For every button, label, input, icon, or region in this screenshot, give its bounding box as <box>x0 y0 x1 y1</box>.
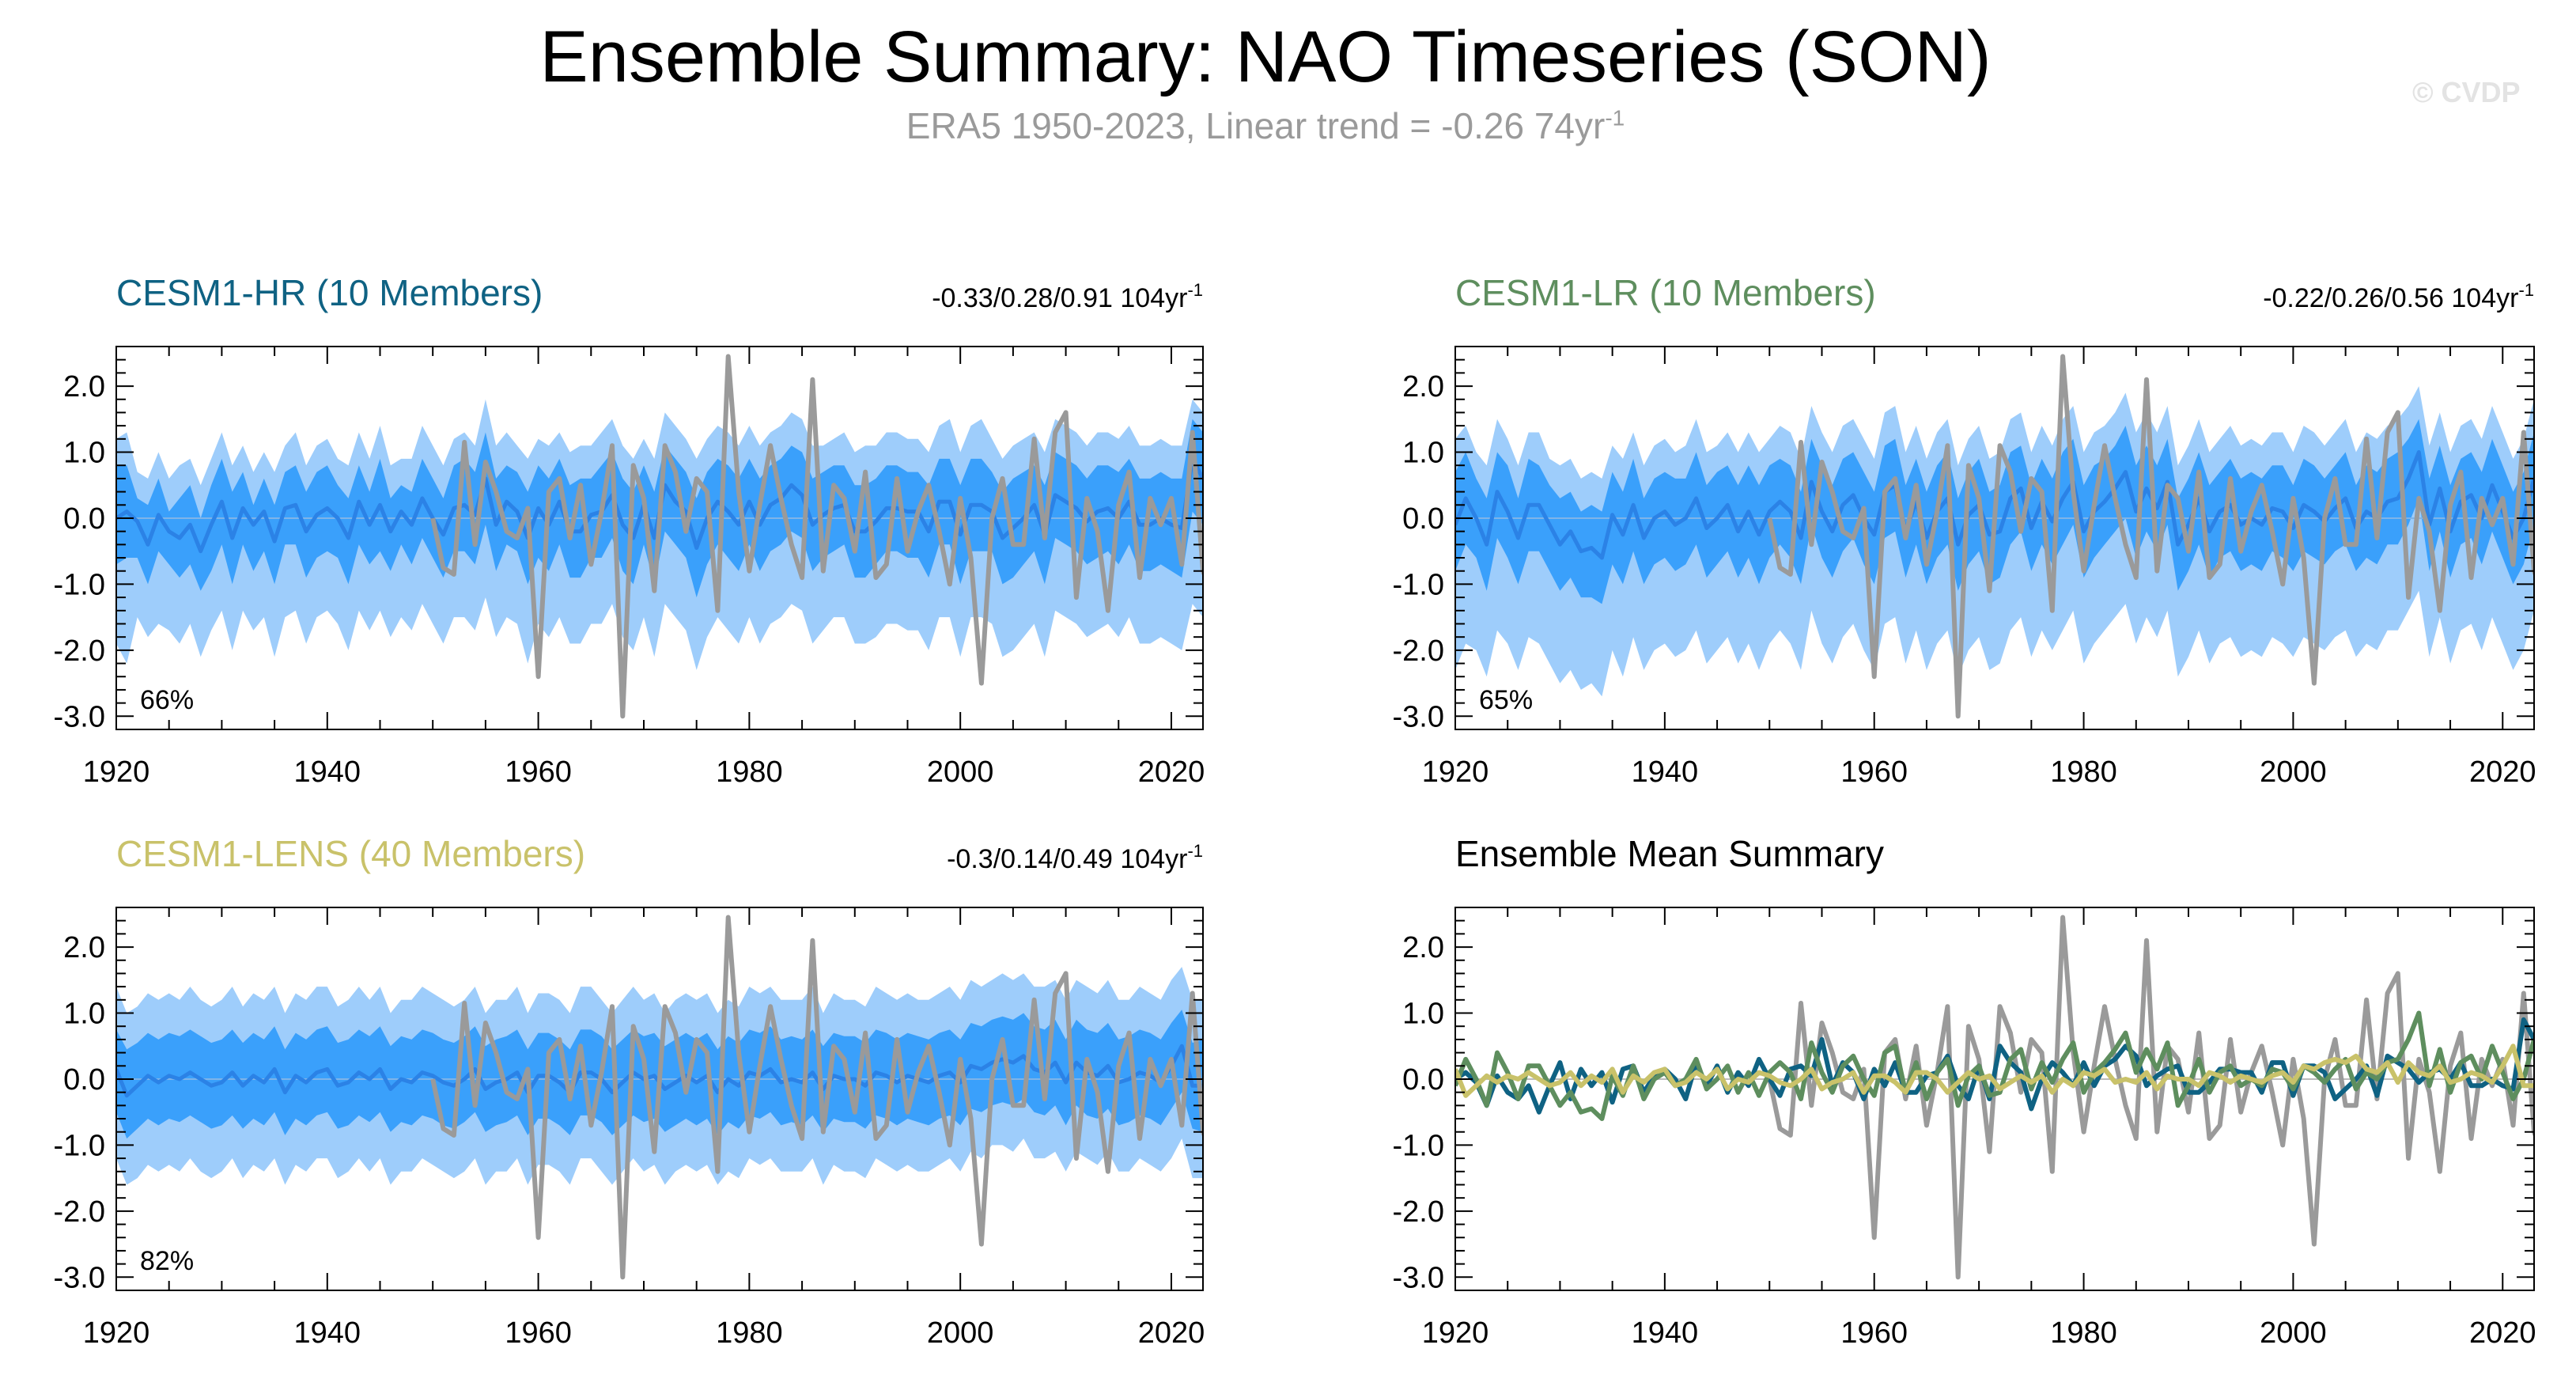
x-tick-label: 2000 <box>927 1316 994 1350</box>
x-tick-label: 1980 <box>2050 756 2117 789</box>
panel-stat-text: -0.22/0.26/0.56 104yr <box>2263 283 2518 313</box>
x-tick-label: 1940 <box>294 1316 361 1350</box>
panel-pct-label: 82% <box>140 1246 194 1276</box>
panel-cesm1-lr: 1920 1940 1960 1980 2000 2020 2.0 1.0 0.0 -1.0 -2.… <box>1393 272 2536 789</box>
y-tick-label: 1.0 <box>63 437 105 470</box>
y-tick-label: -3.0 <box>54 700 105 733</box>
plot-area <box>1455 915 2534 1280</box>
subtitle-text: ERA5 1950-2023, Linear trend = -0.26 74y… <box>906 105 1606 146</box>
x-tick-label: 2000 <box>927 756 994 789</box>
x-tick-label: 1920 <box>83 756 150 789</box>
y-tick-label: 1.0 <box>1402 998 1444 1031</box>
y-tick-label: -2.0 <box>54 1195 105 1229</box>
plot-area <box>116 915 1203 1280</box>
mean-line-cesm1-lr <box>1455 1010 2534 1121</box>
panel-cesm1-hr: 1920 1940 1960 1980 2000 2020 2.0 1.0 0.0 -1.0 -2.… <box>54 272 1205 789</box>
y-tick-label: 2.0 <box>1402 931 1444 964</box>
x-tick-label: 2020 <box>2469 756 2536 789</box>
main-title: Ensemble Summary: NAO Timeseries (SON) <box>539 17 1992 97</box>
x-tick-label: 1980 <box>716 756 783 789</box>
y-tick-label: -1.0 <box>1393 568 1444 601</box>
y-tick-label: -1.0 <box>1393 1129 1444 1162</box>
y-tick-label: 2.0 <box>63 931 105 964</box>
panel-title: CESM1-HR (10 Members) <box>116 272 543 313</box>
x-tick-label: 2020 <box>2469 1316 2536 1350</box>
y-tick-label: -1.0 <box>54 1129 105 1162</box>
observed-line <box>430 915 1203 1280</box>
panel-cesm1-lens: 1920 1940 1960 1980 2000 2020 2.0 1.0 0.0 -1.0 -2.… <box>54 833 1205 1350</box>
panel-pct-label: 65% <box>1479 685 1533 715</box>
y-tick-label: 0.0 <box>1402 502 1444 536</box>
panel-stat-exponent: -1 <box>1187 280 1203 300</box>
plot-area <box>116 354 1203 719</box>
y-tick-label: -3.0 <box>1393 700 1444 733</box>
panel-stat-exponent: -1 <box>1187 841 1203 861</box>
panel-title: Ensemble Mean Summary <box>1455 833 1884 874</box>
panel-title: CESM1-LENS (40 Members) <box>116 833 585 874</box>
subtitle: ERA5 1950-2023, Linear trend = -0.26 74y… <box>0 104 2531 147</box>
plot-area <box>1455 354 2534 719</box>
y-tick-label: -3.0 <box>1393 1261 1444 1294</box>
x-tick-label: 1940 <box>1632 756 1699 789</box>
observed-line <box>1767 915 2534 1280</box>
watermark: © CVDP <box>2412 76 2521 108</box>
x-tick-label: 1980 <box>716 1316 783 1350</box>
y-tick-label: -2.0 <box>1393 634 1444 668</box>
x-tick-label: 2020 <box>1138 1316 1205 1350</box>
y-tick-label: 1.0 <box>63 998 105 1031</box>
panel-title: CESM1-LR (10 Members) <box>1455 272 1876 313</box>
x-tick-label: 1920 <box>1422 756 1489 789</box>
x-tick-label: 1980 <box>2050 1316 2117 1350</box>
plot-frame <box>1454 907 2535 1291</box>
y-tick-label: 0.0 <box>63 502 105 536</box>
x-tick-label: 1960 <box>505 756 572 789</box>
panel-stat-exponent: -1 <box>2518 280 2534 300</box>
plot-frame <box>115 907 1204 1291</box>
panel-stat-text: -0.33/0.28/0.91 104yr <box>932 283 1187 313</box>
x-tick-label: 1940 <box>1632 1316 1699 1350</box>
y-tick-label: 0.0 <box>63 1063 105 1097</box>
observed-line <box>1767 354 2534 719</box>
panel-pct-label: 66% <box>140 685 194 715</box>
y-tick-label: 0.0 <box>1402 1063 1444 1097</box>
y-tick-label: 1.0 <box>1402 437 1444 470</box>
plot-frame <box>1454 346 2535 730</box>
subtitle-exponent: -1 <box>1605 105 1625 131</box>
y-tick-label: -2.0 <box>54 634 105 668</box>
x-tick-label: 1960 <box>505 1316 572 1350</box>
y-tick-label: -2.0 <box>1393 1195 1444 1229</box>
x-tick-label: 2000 <box>2260 756 2327 789</box>
y-tick-label: -1.0 <box>54 568 105 601</box>
panel-stat: -0.3/0.14/0.49 104yr-1 <box>947 841 1203 874</box>
panel-stat: -0.33/0.28/0.91 104yr-1 <box>932 280 1203 313</box>
y-tick-label: 2.0 <box>1402 370 1444 403</box>
x-tick-label: 1920 <box>1422 1316 1489 1350</box>
y-tick-label: -3.0 <box>54 1261 105 1294</box>
plot-frame <box>115 346 1204 730</box>
x-tick-label: 1920 <box>83 1316 150 1350</box>
x-tick-label: 1960 <box>1840 756 1908 789</box>
x-tick-label: 1940 <box>294 756 361 789</box>
x-tick-label: 2000 <box>2260 1316 2327 1350</box>
observed-line <box>430 354 1203 719</box>
panel-stat: -0.22/0.26/0.56 104yr-1 <box>2263 280 2534 313</box>
panel-ensemble-mean-summary: 1920 1940 1960 1980 2000 2020 2.0 1.0 0.0 -1.0 -2.… <box>1393 833 2536 1350</box>
x-tick-label: 1960 <box>1840 1316 1908 1350</box>
y-tick-label: 2.0 <box>63 370 105 403</box>
panel-stat-text: -0.3/0.14/0.49 104yr <box>947 844 1187 874</box>
mean-line-cesm1-lens <box>1455 1044 2534 1098</box>
x-tick-label: 2020 <box>1138 756 1205 789</box>
